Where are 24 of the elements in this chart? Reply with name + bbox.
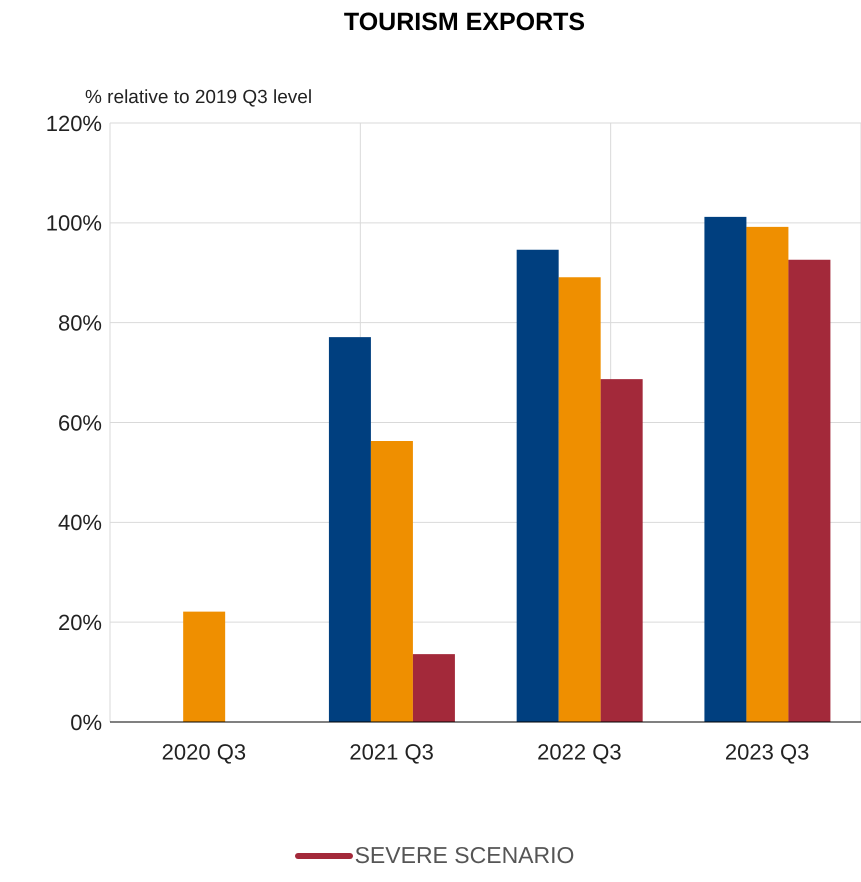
bar — [600, 379, 643, 722]
legend-label: SEVERE SCENARIO — [354, 842, 574, 869]
y-tick-label: 120% — [46, 110, 102, 136]
y-tick-label: 60% — [58, 410, 102, 436]
bar — [412, 654, 455, 722]
x-tick-label: 2020 Q3 — [162, 740, 246, 765]
bar — [183, 612, 226, 722]
bar — [704, 216, 746, 722]
y-tick-label: 100% — [46, 210, 102, 236]
bar — [328, 337, 371, 722]
y-tick-label: 40% — [58, 510, 102, 536]
bar — [746, 226, 788, 722]
x-tick-label: 2021 Q3 — [349, 740, 434, 765]
bar — [788, 260, 830, 722]
bar — [558, 277, 601, 722]
x-tick-label: 2022 Q3 — [537, 740, 622, 765]
y-tick-label: 20% — [58, 610, 102, 635]
y-tick-label: 0% — [70, 710, 102, 735]
bar — [516, 250, 559, 722]
y-axis-title: % relative to 2019 Q3 level — [85, 87, 314, 109]
x-tick-label: 2023 Q3 — [724, 740, 810, 765]
chart-title: TOURISM EXPORTS — [342, 8, 586, 37]
y-tick-label: 80% — [58, 310, 102, 336]
bar — [370, 440, 413, 722]
